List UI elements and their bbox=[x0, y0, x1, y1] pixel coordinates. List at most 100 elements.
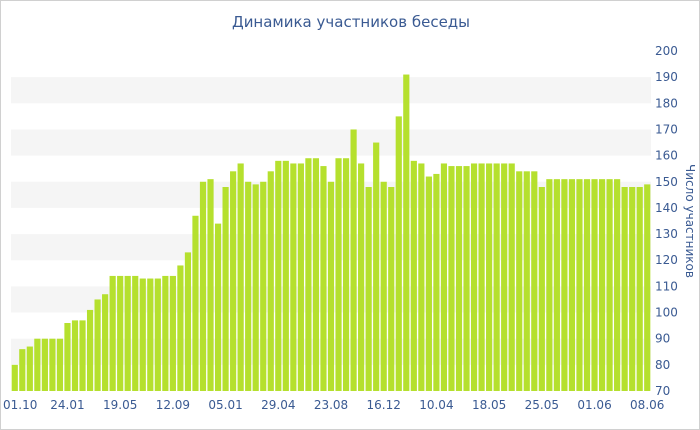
bar bbox=[553, 179, 560, 391]
y-tick-label: 140 bbox=[655, 201, 678, 215]
bar bbox=[403, 74, 410, 392]
chart-title: Динамика участников беседы bbox=[231, 13, 471, 31]
bar bbox=[124, 275, 131, 391]
bar bbox=[109, 275, 116, 391]
x-tick-label: 23.08 bbox=[314, 398, 348, 412]
bar bbox=[335, 158, 342, 391]
x-tick-label: 01.06 bbox=[577, 398, 611, 412]
bar bbox=[162, 275, 169, 391]
y-axis-label: Число участников bbox=[683, 164, 697, 278]
bar bbox=[260, 181, 267, 391]
bar bbox=[117, 275, 124, 391]
bar bbox=[139, 278, 146, 391]
bar bbox=[568, 179, 576, 391]
bar bbox=[478, 163, 485, 391]
bar bbox=[470, 163, 478, 391]
bar bbox=[86, 309, 94, 391]
y-tick-label: 150 bbox=[655, 175, 678, 189]
y-axis-ticks: 70 80 90 100 110 120 130 140 150 160 170 180 190 200 bbox=[655, 44, 678, 398]
bar bbox=[184, 252, 192, 391]
y-tick-label: 170 bbox=[655, 122, 678, 136]
bar bbox=[230, 171, 237, 391]
bar bbox=[94, 299, 101, 391]
bar bbox=[102, 294, 109, 391]
bar bbox=[380, 181, 387, 391]
bar bbox=[154, 278, 161, 391]
bar bbox=[147, 278, 154, 391]
bar bbox=[501, 163, 508, 391]
bar bbox=[546, 179, 553, 391]
x-tick-label: 24.01 bbox=[50, 398, 84, 412]
x-tick-label: 12.09 bbox=[156, 398, 190, 412]
bar bbox=[245, 181, 252, 391]
bar bbox=[350, 129, 357, 391]
y-tick-label: 120 bbox=[655, 253, 678, 267]
bar bbox=[192, 215, 199, 391]
bar bbox=[410, 160, 417, 391]
bar bbox=[576, 179, 583, 391]
bar bbox=[516, 171, 523, 391]
grid-band bbox=[11, 77, 651, 104]
bar bbox=[312, 158, 320, 391]
bar bbox=[538, 187, 545, 391]
bar bbox=[455, 166, 463, 391]
bar bbox=[591, 179, 598, 391]
y-tick-label: 80 bbox=[655, 358, 670, 372]
y-tick-label: 90 bbox=[655, 332, 670, 346]
bar bbox=[305, 158, 312, 391]
bar bbox=[388, 187, 395, 391]
bar bbox=[177, 265, 184, 391]
bar bbox=[56, 338, 64, 391]
bar bbox=[342, 158, 350, 391]
bar bbox=[561, 179, 568, 391]
y-tick-label: 70 bbox=[655, 384, 670, 398]
bar bbox=[282, 160, 289, 391]
bar bbox=[19, 349, 26, 391]
bar bbox=[26, 346, 33, 391]
y-tick-label: 100 bbox=[655, 306, 678, 320]
bar bbox=[71, 320, 79, 391]
bar bbox=[199, 181, 207, 391]
bar bbox=[207, 179, 214, 391]
bar bbox=[34, 338, 41, 391]
bar bbox=[358, 163, 365, 391]
bar bbox=[169, 275, 176, 391]
bar-series bbox=[11, 74, 651, 392]
bar bbox=[290, 163, 297, 391]
x-tick-label: 16.12 bbox=[367, 398, 401, 412]
bar bbox=[508, 163, 515, 391]
x-tick-label: 05.01 bbox=[208, 398, 242, 412]
bar bbox=[365, 187, 372, 391]
bar bbox=[606, 179, 613, 391]
bar bbox=[11, 364, 18, 391]
x-tick-label: 29.04 bbox=[261, 398, 295, 412]
bar bbox=[297, 163, 304, 391]
x-tick-label: 10.04 bbox=[419, 398, 453, 412]
bar bbox=[636, 187, 643, 391]
bar bbox=[614, 179, 621, 391]
grid-band bbox=[11, 129, 651, 156]
bar bbox=[418, 163, 425, 391]
x-tick-label: 19.05 bbox=[103, 398, 137, 412]
y-tick-label: 200 bbox=[655, 44, 678, 58]
bar bbox=[49, 338, 56, 391]
bar bbox=[222, 187, 229, 391]
bar bbox=[395, 116, 402, 391]
bar bbox=[433, 173, 440, 391]
y-tick-label: 160 bbox=[655, 149, 678, 163]
y-tick-label: 180 bbox=[655, 96, 678, 110]
bar bbox=[252, 184, 259, 391]
bar bbox=[531, 171, 538, 391]
bar bbox=[629, 187, 636, 391]
bar bbox=[214, 223, 222, 391]
bar bbox=[448, 166, 455, 391]
bar bbox=[275, 160, 282, 391]
bar bbox=[320, 166, 327, 391]
bar bbox=[523, 171, 530, 391]
bar bbox=[327, 181, 335, 391]
bar bbox=[132, 275, 139, 391]
x-tick-label: 18.05 bbox=[472, 398, 506, 412]
bar bbox=[237, 163, 244, 391]
x-tick-label: 08.06 bbox=[630, 398, 664, 412]
